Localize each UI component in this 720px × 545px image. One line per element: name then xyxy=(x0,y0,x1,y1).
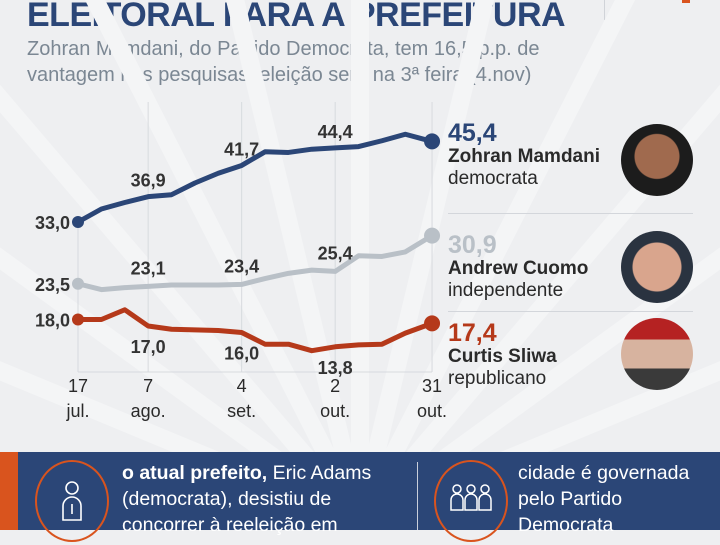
accent-strip xyxy=(0,452,18,530)
candidate-name: Zohran Mamdani xyxy=(448,146,601,167)
series-line xyxy=(78,307,433,354)
x-tick-label: 7 xyxy=(143,376,153,396)
ray xyxy=(225,0,353,452)
page-subtitle: Zohran Mamdani, do Partido Democrata, te… xyxy=(27,38,540,86)
candidate-party: democrata xyxy=(448,168,538,189)
avatar-sliwa xyxy=(621,318,693,390)
data-label: 17,0 xyxy=(131,337,166,357)
ray xyxy=(406,84,720,452)
ray xyxy=(500,361,720,452)
info-bold: o atual prefeito, xyxy=(122,462,268,484)
line-chart: 17 jul. 7 ago. 4 set. 2 out. 31 out. 33,0 36,9 41,7 4… xyxy=(0,0,720,452)
data-label: 16,0 xyxy=(224,344,259,364)
top-divider xyxy=(604,0,605,20)
x-tick-label: set. xyxy=(227,401,256,421)
data-label: 23,1 xyxy=(131,258,166,278)
series-line xyxy=(77,233,434,293)
candidate-party: republicano xyxy=(448,368,547,389)
divider xyxy=(448,213,693,214)
avatar-cuomo xyxy=(621,231,693,303)
ray xyxy=(84,0,336,452)
end-point xyxy=(424,227,441,244)
brand-mark xyxy=(682,0,690,3)
ray xyxy=(384,0,636,452)
info-text-city: cidade é governada pelo Partido Democrat… xyxy=(518,462,690,536)
final-value: 17,4 xyxy=(448,319,497,347)
start-point xyxy=(72,313,84,326)
data-label: 33,0 xyxy=(35,213,70,233)
data-label: 23,4 xyxy=(224,256,259,276)
candidate-name: Andrew Cuomo xyxy=(448,258,589,279)
data-label: 23,5 xyxy=(35,275,70,295)
data-label: 41,7 xyxy=(224,139,259,159)
divider xyxy=(417,462,418,530)
end-point xyxy=(424,133,441,150)
ray xyxy=(367,0,495,452)
ray xyxy=(438,247,720,452)
candidate-party: independente xyxy=(448,280,564,301)
final-value: 45,4 xyxy=(448,119,497,147)
candidate-name: Curtis Sliwa xyxy=(448,346,557,367)
info-band: o atual prefeito, Eric Adams (democrata)… xyxy=(0,452,720,542)
ray xyxy=(0,361,220,452)
x-tick-label: 31 xyxy=(422,376,442,396)
divider xyxy=(448,311,693,312)
candidate-mamdani: 45,4 Zohran Mamdani democrata xyxy=(448,120,698,190)
data-label: 18,0 xyxy=(35,311,70,331)
series-line xyxy=(76,131,433,225)
x-tick-label: 2 xyxy=(330,376,340,396)
data-label: 44,4 xyxy=(318,122,353,142)
start-point xyxy=(72,216,84,228)
candidate-cuomo: 30,9 Andrew Cuomo independente xyxy=(448,232,698,302)
end-point xyxy=(424,315,441,332)
data-label: 36,9 xyxy=(131,171,166,191)
x-tick-label: out. xyxy=(320,401,350,421)
x-tick-label: jul. xyxy=(65,401,89,421)
x-tick-label: 17 xyxy=(68,376,88,396)
x-tick-label: 4 xyxy=(237,376,247,396)
background-rays xyxy=(0,0,720,452)
start-point xyxy=(72,277,84,290)
x-tick-label: ago. xyxy=(131,401,166,421)
data-label: 25,4 xyxy=(318,243,353,263)
data-label: 13,8 xyxy=(318,358,353,378)
candidate-sliwa: 17,4 Curtis Sliwa republicano xyxy=(448,320,698,390)
info-text-mayor: o atual prefeito, Eric Adams (democrata)… xyxy=(122,460,402,538)
ray xyxy=(0,84,314,452)
final-value: 30,9 xyxy=(448,231,497,259)
avatar-mamdani xyxy=(621,124,693,196)
x-tick-label: out. xyxy=(417,401,447,421)
